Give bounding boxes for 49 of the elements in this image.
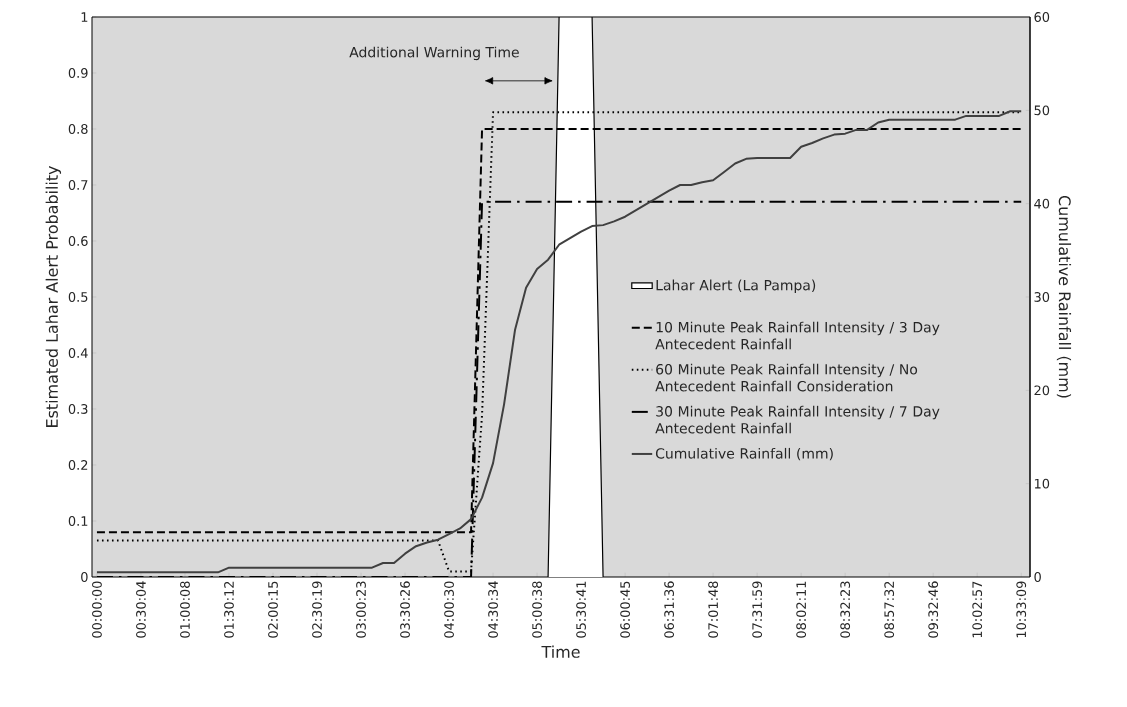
legend-label: 10 Minute Peak Rainfall Intensity / 3 Day Antecedent Rainfall bbox=[655, 321, 940, 350]
x-axis-title: Time bbox=[541, 645, 580, 658]
y2-tick-label: 20 bbox=[1034, 385, 1050, 396]
x-tick-label: 08:02:11 bbox=[796, 581, 807, 638]
x-tick-label: 10:02:57 bbox=[972, 581, 983, 638]
y-tick-label: 0.5 bbox=[68, 292, 88, 302]
x-tick-label: 03:30:26 bbox=[400, 581, 410, 638]
y-tick-label: 0.9 bbox=[68, 68, 88, 78]
y2-tick-label: 50 bbox=[1034, 105, 1050, 116]
y2-tick-label: 40 bbox=[1034, 198, 1050, 209]
x-tick-label: 08:57:32 bbox=[884, 581, 895, 638]
y-axis-title: Estimated Lahar Alert Probability bbox=[45, 165, 62, 427]
x-tick-label: 07:01:48 bbox=[708, 581, 719, 638]
x-tick-label: 03:00:23 bbox=[356, 581, 366, 638]
legend-label: Lahar Alert (La Pampa) bbox=[656, 279, 816, 294]
y2-tick-label: 60 bbox=[1034, 12, 1050, 22]
y-tick-label: 0 bbox=[81, 572, 88, 582]
legend-label: 30 Minute Peak Rainfall Intensity / 7 Day Antecedent Rainfall bbox=[655, 405, 940, 434]
y-tick-label: 0.4 bbox=[68, 348, 88, 358]
x-tick-label: 02:30:19 bbox=[312, 581, 322, 638]
x-tick-label: 00:30:04 bbox=[136, 581, 146, 638]
y-tick-label: 0.1 bbox=[68, 516, 88, 526]
y-tick-label: 0.6 bbox=[68, 236, 88, 246]
y-tick-label: 1 bbox=[81, 12, 88, 22]
y2-tick-label: 0 bbox=[1034, 572, 1041, 582]
annotation: Additional Warning Time bbox=[349, 46, 519, 61]
y2-tick-label: 10 bbox=[1034, 478, 1050, 489]
legend-label: Cumulative Rainfall (mm) bbox=[655, 447, 833, 461]
x-tick-label: 02:00:15 bbox=[268, 581, 278, 638]
x-tick-label: 01:30:12 bbox=[224, 581, 234, 638]
y-tick-label: 0.3 bbox=[68, 404, 88, 414]
x-tick-label: 06:31:36 bbox=[664, 581, 675, 638]
x-tick-label: 10:33:09 bbox=[1016, 581, 1027, 638]
x-tick-label: 05:00:38 bbox=[532, 581, 542, 638]
x-tick-label: 04:30:34 bbox=[488, 581, 498, 638]
x-tick-label: 04:00:30 bbox=[444, 581, 454, 638]
y-tick-label: 0.7 bbox=[68, 180, 88, 190]
x-tick-label: 07:31:59 bbox=[752, 581, 763, 638]
x-tick-label: 06:00:45 bbox=[620, 581, 630, 638]
y2-axis-title: Cumulative Rainfall (mm) bbox=[1056, 195, 1072, 398]
x-tick-label: 01:00:08 bbox=[180, 581, 190, 638]
y2-tick-label: 30 bbox=[1034, 292, 1050, 302]
x-tick-label: 09:32:46 bbox=[928, 581, 939, 638]
y-tick-label: 0.2 bbox=[68, 460, 88, 470]
legend-label: 60 Minute Peak Rainfall Intensity / No Antecedent Rainfall Consideration bbox=[655, 363, 918, 392]
x-tick-label: 08:32:23 bbox=[840, 581, 851, 638]
y-tick-label: 0.8 bbox=[68, 124, 88, 134]
x-tick-label: 05:30:41 bbox=[576, 581, 586, 638]
x-tick-label: 00:00:00 bbox=[92, 581, 102, 638]
